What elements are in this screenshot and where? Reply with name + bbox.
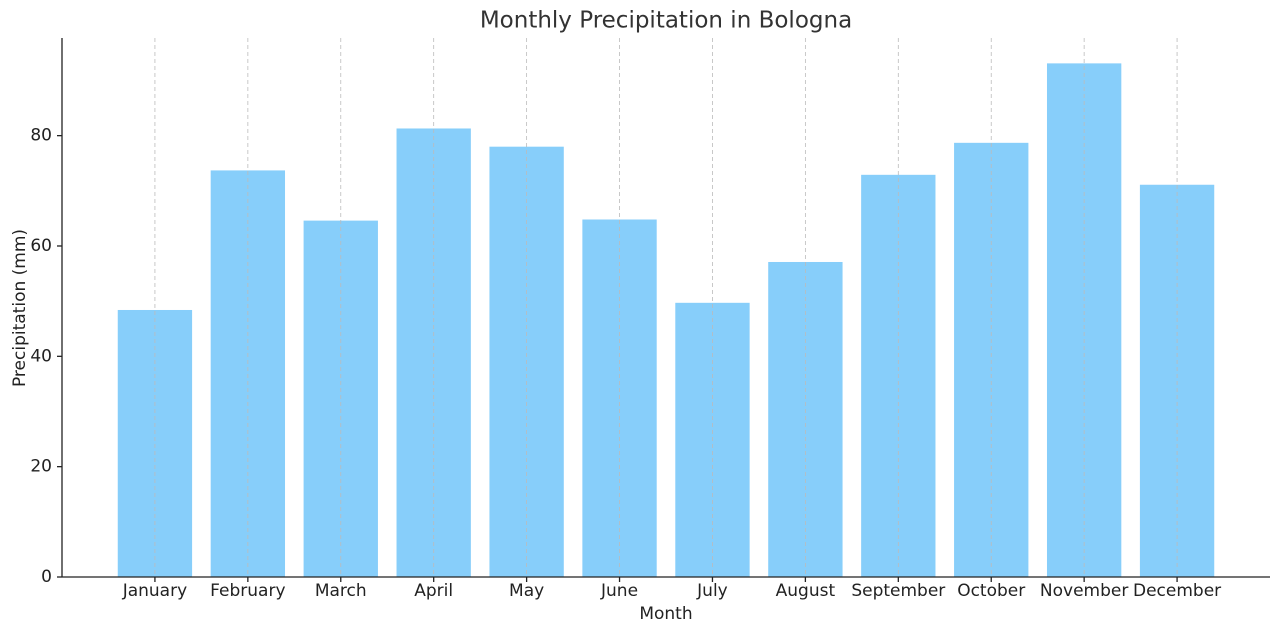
x-tick-label: July [696, 581, 728, 601]
x-tick-label: March [315, 581, 367, 601]
x-axis-label: Month [639, 604, 692, 624]
y-tick-label: 20 [30, 457, 52, 477]
x-tick-label: August [776, 581, 836, 601]
y-tick-label: 80 [30, 126, 52, 146]
x-tick-label: June [600, 581, 638, 601]
x-tick-label: December [1133, 581, 1221, 601]
x-tick-label: February [210, 581, 285, 601]
y-axis-label: Precipitation (mm) [10, 229, 30, 387]
chart-title: Monthly Precipitation in Bologna [480, 8, 852, 34]
y-tick-label: 40 [30, 346, 52, 366]
x-tick-label: May [509, 581, 544, 601]
y-tick-label: 0 [41, 567, 52, 587]
x-tick-label: September [851, 581, 945, 601]
x-tick-label: April [414, 581, 453, 601]
x-tick-label: October [957, 581, 1025, 601]
x-tick-label: January [122, 581, 187, 601]
y-tick-label: 60 [30, 236, 52, 256]
x-tick-label: November [1040, 581, 1128, 601]
